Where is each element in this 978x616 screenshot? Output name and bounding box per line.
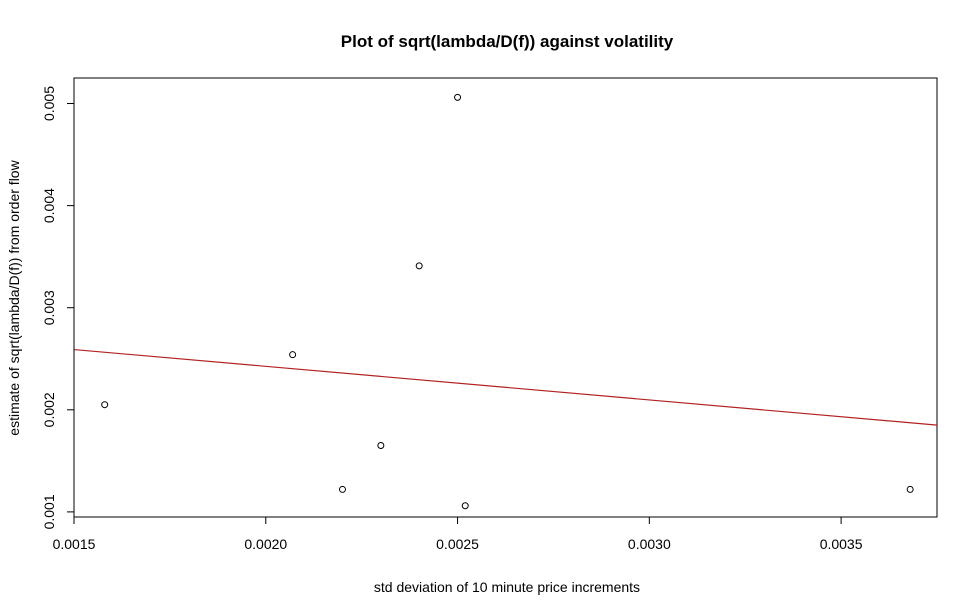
x-tick-label: 0.0030 [628,536,671,552]
y-axis: 0.001 0.002 0.003 0.004 0.005 [41,86,75,529]
x-axis: 0.0015 0.0020 0.0025 0.0030 0.0035 [53,516,863,552]
data-point [415,262,423,270]
chart-title: Plot of sqrt(lambda/D(f)) against volati… [341,32,674,51]
y-tick-label: 0.003 [41,290,57,325]
data-point [906,485,914,493]
data-point [101,401,109,409]
plot-frame [73,77,938,518]
data-point [454,93,462,101]
data-point [289,351,297,359]
x-tick-label: 0.0015 [53,536,96,552]
y-tick-label: 0.005 [41,86,57,121]
regression-line [73,348,938,426]
y-axis-label: estimate of sqrt(lambda/D(f)) from order… [6,159,22,435]
points-layer [101,93,914,510]
y-tick-label: 0.002 [41,392,57,427]
data-point [377,442,385,450]
y-tick-label: 0.001 [41,494,57,529]
fit-line-layer [73,348,938,426]
data-point [338,485,346,493]
x-tick-label: 0.0020 [244,536,287,552]
x-tick-label: 0.0035 [820,536,863,552]
data-point [461,502,469,510]
y-tick-label: 0.004 [41,188,57,223]
x-tick-label: 0.0025 [436,536,479,552]
x-axis-label: std deviation of 10 minute price increme… [374,579,640,595]
